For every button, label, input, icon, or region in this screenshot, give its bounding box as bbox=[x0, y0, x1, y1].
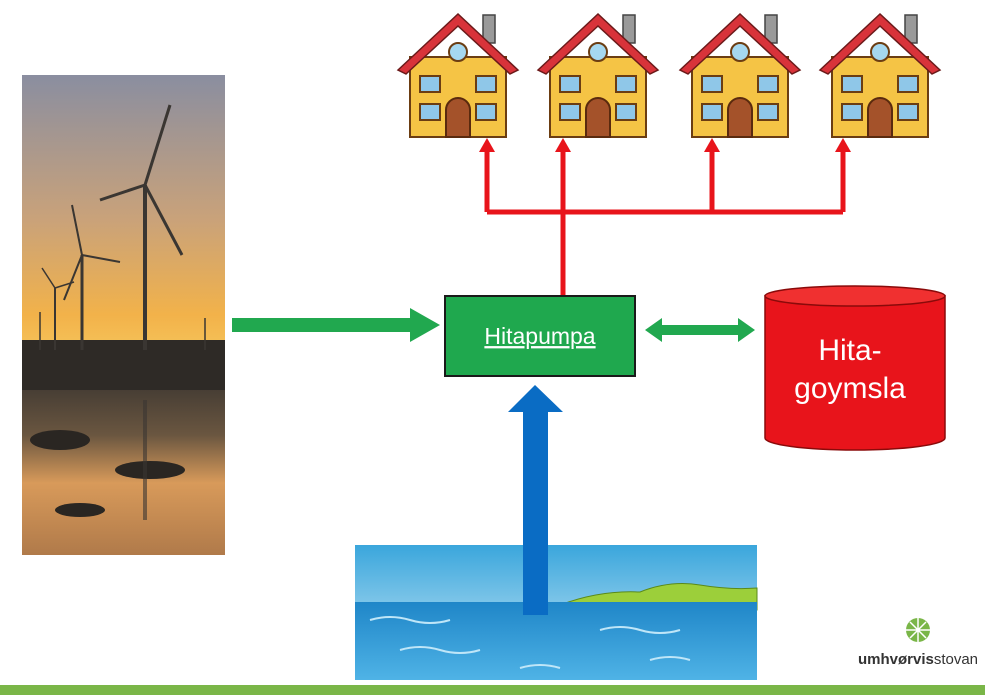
diagram: Hitapumpa Hita- goymsla umhvørvisstovan bbox=[0, 0, 985, 695]
house bbox=[538, 14, 658, 137]
storage-label: Hita- bbox=[818, 334, 881, 367]
logo-bold: umhvørvis bbox=[858, 651, 934, 668]
house bbox=[820, 14, 940, 137]
wind-photo bbox=[22, 75, 225, 555]
house bbox=[680, 14, 800, 137]
logo-mark bbox=[906, 618, 930, 642]
heat-distribution bbox=[479, 138, 851, 296]
page: Hitapumpa Hita- goymsla umhvørvisstovan … bbox=[0, 0, 985, 695]
logo-regular: stovan bbox=[934, 651, 978, 668]
arrow-storage bbox=[645, 318, 755, 342]
house bbox=[398, 14, 518, 137]
footer-bar bbox=[0, 685, 985, 695]
sea-image bbox=[355, 545, 757, 680]
storage-tank bbox=[765, 286, 945, 450]
pump-label: Hitapumpa bbox=[484, 323, 595, 349]
logo-text: umhvørvisstovan bbox=[858, 651, 978, 668]
arrow-wind bbox=[232, 308, 440, 342]
storage-label: goymsla bbox=[794, 372, 906, 405]
